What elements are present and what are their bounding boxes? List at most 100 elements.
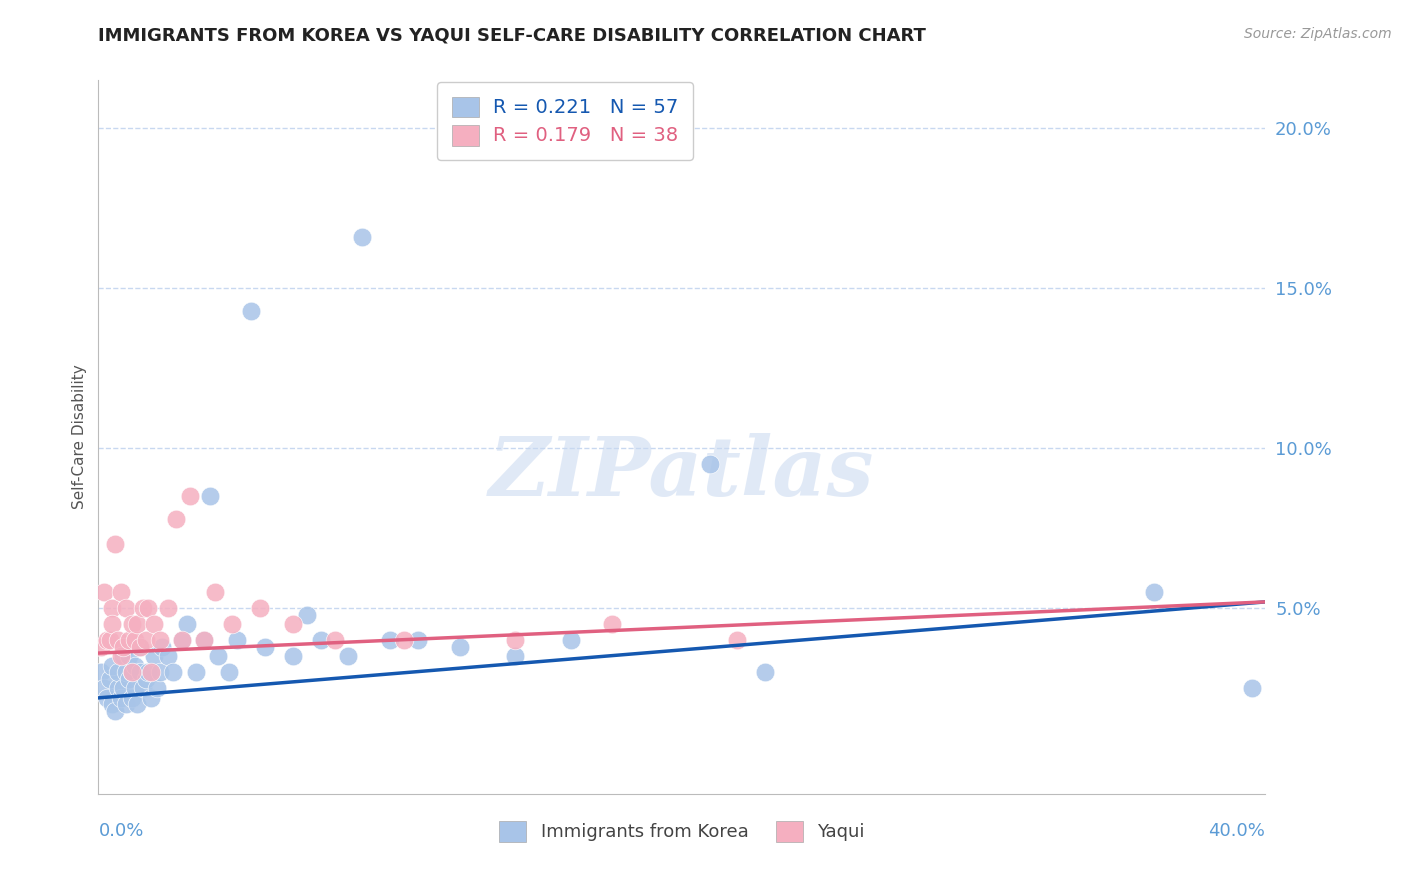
Point (90, 640, 112, 654)
Text: 0.0%: 0.0% (98, 822, 143, 840)
Point (602, 617, 624, 632)
Point (141, 665, 163, 680)
Point (148, 665, 170, 680)
Point (115, 665, 138, 680)
Point (281, 617, 304, 632)
Point (146, 681, 169, 696)
Point (101, 659, 124, 673)
Point (138, 665, 160, 680)
Point (110, 649, 132, 664)
Point (170, 633, 193, 648)
Point (104, 704, 127, 718)
Point (148, 633, 170, 648)
Point (112, 640, 135, 654)
Point (162, 665, 184, 680)
Point (124, 659, 146, 673)
Point (170, 633, 193, 648)
Point (132, 681, 155, 696)
Point (392, 633, 415, 648)
Point (323, 633, 346, 648)
Point (129, 640, 152, 654)
Point (179, 489, 201, 503)
Point (143, 649, 166, 664)
Point (295, 607, 318, 622)
Point (101, 617, 124, 632)
Point (281, 649, 304, 664)
Point (124, 681, 146, 696)
Point (127, 698, 149, 712)
Point (115, 601, 138, 615)
Point (1143, 585, 1166, 599)
Point (98, 633, 121, 648)
Point (143, 617, 166, 632)
Point (96, 690, 118, 705)
Point (107, 681, 129, 696)
Point (110, 585, 132, 599)
Point (249, 601, 271, 615)
Point (193, 633, 215, 648)
Text: 40.0%: 40.0% (1209, 822, 1265, 840)
Point (118, 672, 141, 686)
Point (90, 665, 112, 680)
Point (727, 633, 749, 648)
Point (156, 601, 179, 615)
Point (93, 585, 115, 599)
Point (207, 649, 229, 664)
Point (129, 665, 152, 680)
Point (93, 681, 115, 696)
Point (132, 601, 155, 615)
Point (406, 633, 429, 648)
Point (112, 681, 135, 696)
Point (560, 633, 582, 648)
Y-axis label: Self-Care Disability: Self-Care Disability (72, 365, 87, 509)
Text: IMMIGRANTS FROM KOREA VS YAQUI SELF-CARE DISABILITY CORRELATION CHART: IMMIGRANTS FROM KOREA VS YAQUI SELF-CARE… (98, 27, 927, 45)
Point (218, 665, 240, 680)
Point (118, 649, 141, 664)
Point (124, 633, 146, 648)
Legend: Immigrants from Korea, Yaqui: Immigrants from Korea, Yaqui (492, 814, 872, 849)
Point (204, 585, 226, 599)
Point (115, 698, 138, 712)
Point (150, 640, 173, 654)
Point (112, 649, 135, 664)
Point (165, 511, 187, 525)
Point (129, 640, 152, 654)
Point (104, 537, 127, 551)
Point (503, 649, 526, 664)
Text: Source: ZipAtlas.com: Source: ZipAtlas.com (1244, 27, 1392, 41)
Point (198, 489, 221, 503)
Point (138, 601, 160, 615)
Point (221, 617, 243, 632)
Point (176, 617, 198, 632)
Point (101, 698, 124, 712)
Point (1240, 681, 1263, 696)
Point (156, 649, 179, 664)
Point (141, 690, 163, 705)
Point (135, 633, 157, 648)
Point (101, 601, 124, 615)
Point (503, 633, 526, 648)
Point (337, 649, 360, 664)
Point (121, 690, 143, 705)
Point (699, 457, 721, 471)
Point (184, 665, 207, 680)
Point (309, 633, 332, 648)
Point (118, 633, 141, 648)
Point (107, 665, 129, 680)
Point (449, 640, 471, 654)
Point (107, 633, 129, 648)
Point (254, 640, 277, 654)
Point (98, 672, 121, 686)
Point (193, 633, 215, 648)
Point (352, 230, 374, 244)
Point (754, 665, 776, 680)
Point (127, 617, 149, 632)
Point (121, 617, 143, 632)
Point (121, 665, 143, 680)
Point (380, 633, 402, 648)
Point (135, 672, 157, 686)
Point (110, 690, 132, 705)
Point (226, 633, 249, 648)
Point (240, 303, 263, 318)
Point (121, 665, 143, 680)
